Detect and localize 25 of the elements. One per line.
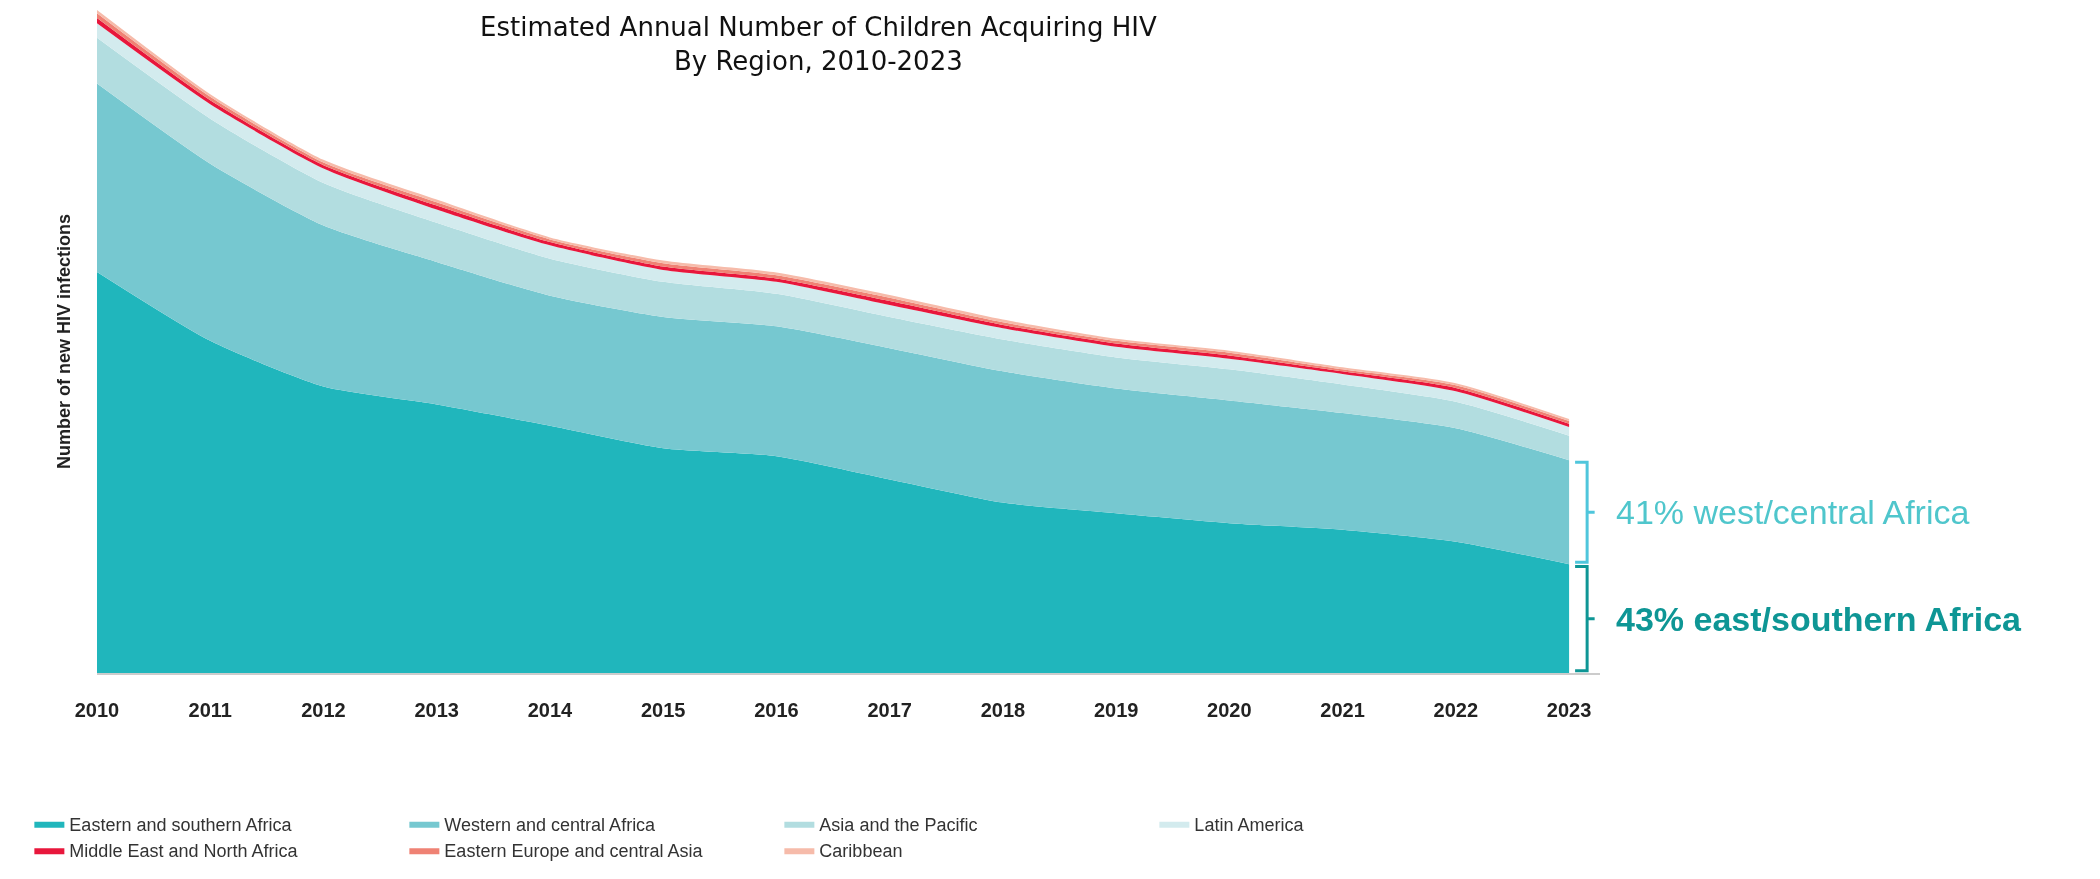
legend-label: Eastern and southern Africa	[69, 814, 293, 835]
x-tick-label: 2023	[1546, 698, 1592, 721]
legend-label: Western and central Africa	[444, 814, 657, 835]
x-tick-label: 2013	[414, 698, 459, 721]
x-tick-label: 2010	[74, 698, 120, 721]
x-tick-label: 2016	[754, 698, 799, 721]
x-tick-label: 2019	[1093, 698, 1139, 721]
legend-label: Eastern Europe and central Asia	[444, 841, 704, 862]
x-tick-label: 2020	[1207, 698, 1252, 721]
y-axis-title: Number of new HIV infections	[54, 213, 75, 470]
legend-label: Latin America	[1194, 814, 1305, 835]
legend-label: Caribbean	[819, 841, 903, 862]
x-tick-label: 2015	[640, 698, 686, 721]
legend-label: Middle East and North Africa	[69, 841, 299, 862]
x-tick-label: 2012	[301, 698, 346, 721]
text: Estimated Annual Number of Children Acquiring HIV By Region, 2010-2023	[480, 12, 1157, 76]
text: 43% east/southern Africa	[1616, 600, 2023, 638]
legend-label: Asia and the Pacific	[819, 814, 978, 835]
text: 41% west/central Africa	[1616, 493, 1970, 531]
x-tick-label: 2021	[1320, 698, 1365, 721]
x-tick-label: 2014	[527, 698, 574, 721]
x-tick-label: 2011	[188, 698, 232, 721]
x-tick-label: 2022	[1433, 698, 1479, 721]
x-tick-label: 2018	[980, 698, 1026, 721]
x-tick-label: 2017	[867, 698, 912, 721]
